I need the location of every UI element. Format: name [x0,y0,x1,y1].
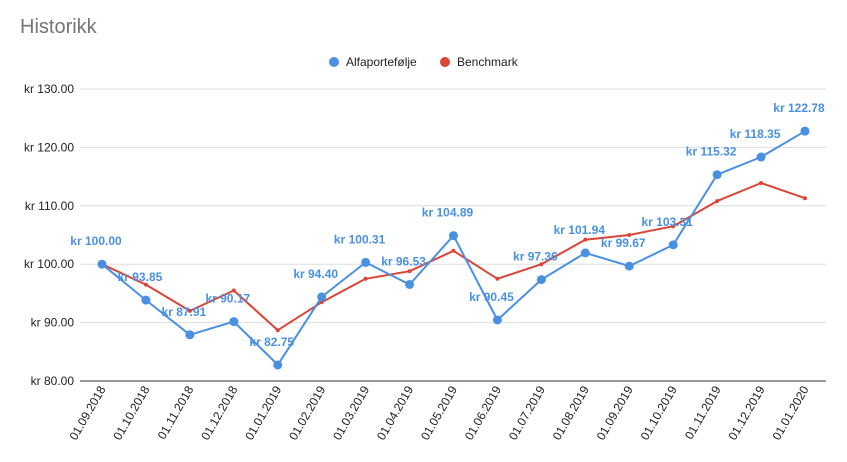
data-point[interactable] [449,231,458,241]
y-tick-label: kr 90.00 [31,316,75,330]
data-point[interactable] [275,328,280,333]
data-label: kr 82.75 [249,335,294,349]
x-tick-label: 01.10.2018 [110,383,152,442]
data-label: kr 118.35 [730,127,781,141]
x-tick-label: 01.01.2019 [242,383,284,442]
x-tick-label: 01.08.2019 [550,383,592,442]
data-point[interactable] [451,248,456,253]
data-point[interactable] [141,295,151,305]
data-label: kr 115.32 [686,145,737,159]
data-point[interactable] [273,360,283,370]
data-label: kr 101.94 [554,223,606,237]
data-point[interactable] [185,330,195,340]
data-point[interactable] [231,288,236,293]
x-tick-label: 01.03.2019 [330,383,372,442]
data-point[interactable] [363,276,368,281]
data-point[interactable] [800,126,810,136]
data-point[interactable] [361,257,371,267]
legend-label[interactable]: Benchmark [457,55,519,69]
data-point[interactable] [759,181,764,186]
data-point[interactable] [492,315,502,325]
data-label: kr 97.36 [513,250,558,264]
data-label: kr 103.31 [641,215,693,229]
x-tick-label: 01.09.2019 [594,383,636,442]
data-point[interactable] [143,282,148,287]
y-tick-label: kr 80.00 [31,374,75,388]
data-label: kr 99.67 [601,236,646,250]
data-point[interactable] [756,152,766,162]
x-tick-label: 01.09.2018 [66,383,108,442]
x-tick-label: 01.11.2018 [155,383,197,442]
data-label: kr 100.31 [334,232,386,246]
x-tick-label: 01.07.2019 [506,383,548,442]
x-tick-label: 01.06.2019 [462,383,504,442]
legend-label[interactable]: Alfaportefølje [346,55,417,69]
data-point[interactable] [583,237,588,242]
series-points [97,126,810,370]
data-label: kr 96.53 [381,254,426,268]
legend[interactable]: Alfaportefølje Benchmark [329,55,519,69]
data-point[interactable] [803,196,807,201]
x-tick-label: 01.02.2019 [286,383,328,442]
y-tick-label: kr 120.00 [24,140,74,154]
data-point[interactable] [229,317,239,327]
chart-title: Historikk [20,16,97,38]
data-point[interactable] [317,292,327,302]
legend-marker [329,57,339,67]
y-tick-label: kr 110.00 [25,199,74,213]
data-point[interactable] [671,224,676,229]
x-tick-label: 01.11.2019 [682,383,724,442]
data-point[interactable] [539,262,544,267]
x-axis-labels: 01.09.2018 01.10.2018 01.11.2018 01.12.2018… [66,383,811,442]
data-point[interactable] [668,240,678,250]
data-label: kr 90.45 [469,290,514,304]
data-point[interactable] [495,276,500,281]
data-label: kr 87.91 [162,305,207,319]
series-lines [101,130,806,366]
series-line-0 [101,130,806,366]
x-tick-label: 01.12.2019 [726,383,768,442]
grid-layer [80,88,826,382]
data-point[interactable] [715,199,720,204]
data-label: kr 100.00 [70,234,122,248]
y-tick-label: kr 130.00 [24,82,74,96]
data-point[interactable] [580,248,590,258]
data-point[interactable] [536,275,546,285]
x-tick-label: 01.05.2019 [418,383,460,442]
data-label: kr 104.89 [422,206,474,220]
data-label: kr 122.78 [773,101,825,115]
y-tick-label: kr 100.00 [24,257,74,271]
data-point[interactable] [405,279,415,289]
data-point[interactable] [624,261,634,271]
data-label: kr 94.40 [293,267,338,281]
y-axis-labels: kr 80.00 kr 90.00 kr 100.00 kr 110.00 kr 120… [24,82,74,388]
legend-marker [440,57,450,67]
data-point[interactable] [627,233,632,237]
data-label: kr 93.85 [118,270,163,284]
x-tick-label: 01.04.2019 [374,383,416,442]
x-tick-label: 01.12.2018 [198,383,240,442]
data-point[interactable] [97,259,107,269]
x-tick-label: 01.01.2020 [769,383,811,442]
data-point[interactable] [187,308,192,313]
data-point[interactable] [712,170,722,180]
data-point[interactable] [407,269,412,274]
x-tick-label: 01.10.2019 [638,383,680,442]
data-label: kr 90.17 [205,292,250,306]
